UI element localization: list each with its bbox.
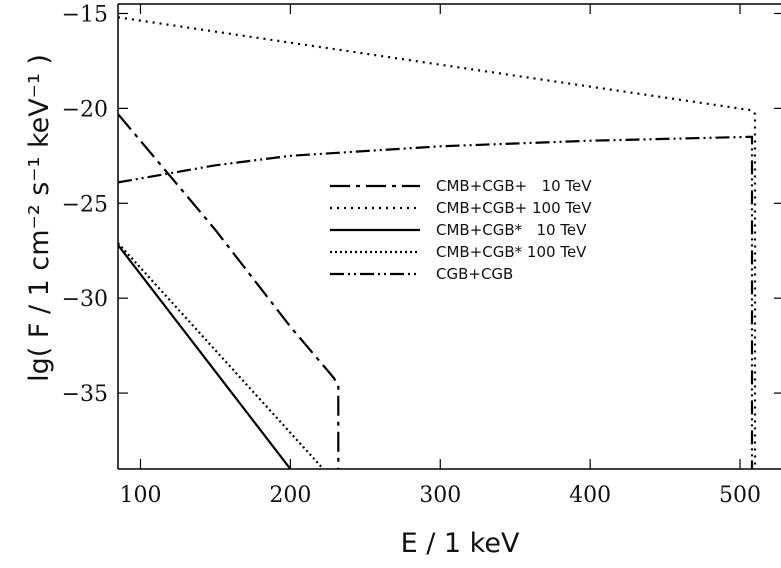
y-tick-label: −30 <box>62 287 108 312</box>
x-tick-label: 500 <box>719 483 761 508</box>
series-line-5 <box>118 135 754 469</box>
legend-label-5: CGB+CGB <box>436 265 513 283</box>
series-line-1 <box>118 113 340 469</box>
series-line-4 <box>118 242 325 469</box>
legend-label-1: CMB+CGB+ 10 TeV <box>436 177 592 195</box>
series-line-3 <box>118 244 292 469</box>
x-tick-label: 300 <box>419 483 461 508</box>
legend-label-4: CMB+CGB* 100 TeV <box>436 243 587 261</box>
series-line-2 <box>118 16 757 469</box>
y-tick-label: −35 <box>62 382 108 407</box>
x-tick-label: 100 <box>119 483 161 508</box>
x-tick-label: 400 <box>569 483 611 508</box>
x-axis-label: E / 1 keV <box>401 528 520 559</box>
y-tick-label: −20 <box>62 97 108 122</box>
legend-label-2: CMB+CGB+ 100 TeV <box>436 199 592 217</box>
y-axis-label: lg( F / 1 cm⁻² s⁻¹ keV⁻¹ ) <box>24 54 55 382</box>
x-tick-label: 200 <box>269 483 311 508</box>
y-tick-label: −25 <box>62 192 108 217</box>
legend: CMB+CGB+ 10 TeV CMB+CGB+ 100 TeV CMB+CGB* … <box>330 177 592 283</box>
legend-label-3: CMB+CGB* 10 TeV <box>436 221 587 239</box>
y-tick-label: −15 <box>62 2 108 27</box>
